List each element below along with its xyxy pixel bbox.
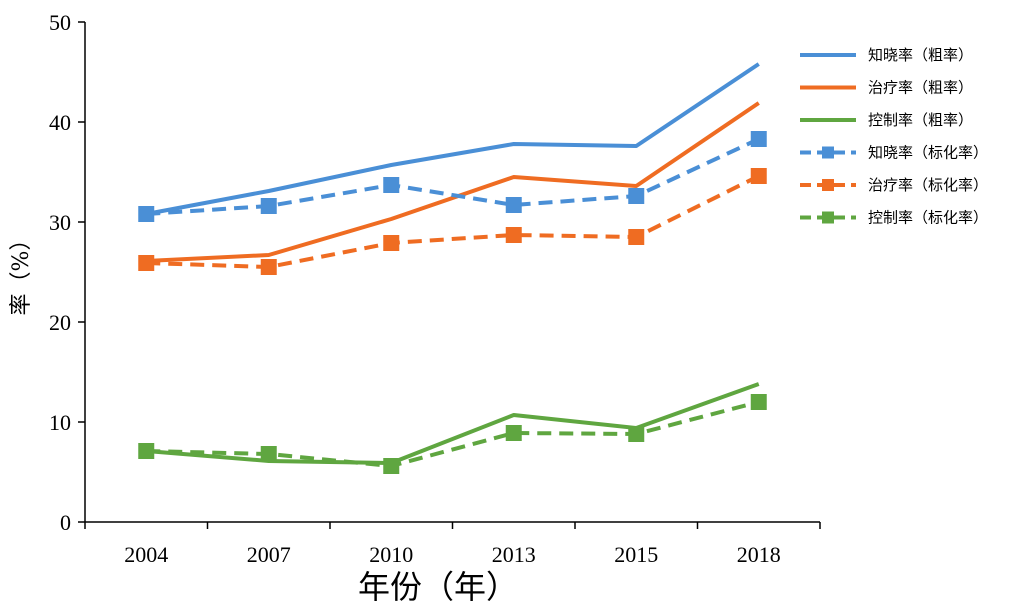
series-line (146, 137, 760, 216)
series-line (146, 174, 760, 269)
y-tick-label: 20 (49, 310, 71, 335)
legend-entry: 控制率（标化率） (800, 209, 988, 227)
series-layer (138, 62, 767, 474)
legend-entry: 治疗率（粗率） (800, 79, 973, 97)
data-point (383, 235, 400, 251)
legend-label: 控制率（粗率） (868, 111, 973, 129)
x-ticks: 2004 2007 2010 2013 2015 2018 (84, 522, 821, 567)
data-point (750, 131, 767, 147)
y-tick-label: 0 (60, 510, 71, 535)
legend-swatch-marker (822, 146, 834, 159)
data-point (750, 168, 767, 184)
legend-entry: 控制率（粗率） (800, 111, 973, 129)
data-point (138, 206, 155, 222)
x-tick-label: 2004 (124, 542, 168, 567)
x-tick-label: 2010 (369, 542, 413, 567)
series-2 (146, 101, 760, 263)
legend: 知晓率（粗率） 治疗率（粗率） 控制率（粗率） 知晓率（标化率） 治疗率（标化率） 控制率… (800, 46, 988, 227)
x-tick-label: 2015 (614, 542, 658, 567)
series-line (146, 400, 760, 468)
series-line (145, 62, 760, 216)
data-point (383, 177, 400, 193)
y-tick-label: 50 (49, 10, 71, 35)
series-line (146, 382, 760, 465)
x-tick-label: 2018 (737, 542, 781, 567)
series-3 (146, 382, 760, 465)
data-point (260, 446, 277, 462)
data-point (138, 443, 155, 459)
data-point (383, 458, 400, 474)
data-point (138, 255, 155, 271)
data-point (505, 197, 522, 213)
legend-entry: 知晓率（粗率） (800, 46, 973, 64)
data-point (628, 229, 645, 245)
legend-label: 知晓率（粗率） (868, 46, 973, 64)
y-tick-label: 30 (49, 210, 71, 235)
data-point (750, 394, 767, 410)
x-axis-title: 年份（年） (358, 568, 518, 606)
data-point (260, 198, 277, 214)
series-5 (138, 168, 767, 275)
legend-label: 控制率（标化率） (868, 209, 988, 227)
x-tick-label: 2013 (492, 542, 536, 567)
data-point (628, 188, 645, 204)
axes: 0 10 20 30 40 50 2004 2007 2010 2013 2015 2018 (49, 10, 821, 567)
legend-label: 治疗率（标化率） (868, 176, 988, 194)
legend-entry: 知晓率（标化率） (800, 144, 988, 162)
y-tick-label: 10 (49, 410, 71, 435)
y-axis-title: 率（%） (9, 229, 34, 316)
series-4 (138, 131, 767, 222)
data-point (260, 259, 277, 275)
data-point (505, 425, 522, 441)
legend-label: 知晓率（标化率） (868, 144, 988, 162)
x-tick-label: 2007 (247, 542, 291, 567)
y-ticks: 0 10 20 30 40 50 (49, 10, 85, 535)
legend-label: 治疗率（粗率） (868, 79, 973, 97)
legend-entry: 治疗率（标化率） (800, 176, 988, 194)
y-tick-label: 40 (49, 110, 71, 135)
legend-swatch-marker (822, 211, 834, 224)
series-line (146, 101, 760, 263)
legend-swatch-marker (822, 179, 834, 191)
data-point (628, 426, 645, 442)
series-1 (145, 62, 760, 216)
series-6 (138, 394, 767, 474)
data-point (505, 227, 522, 243)
